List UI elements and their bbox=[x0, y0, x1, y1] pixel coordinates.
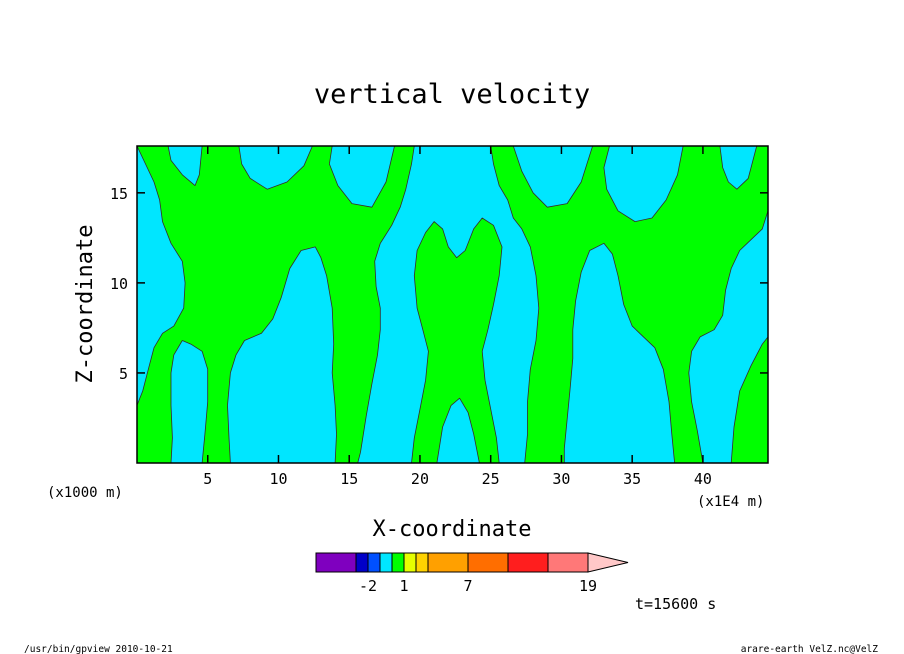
colorbar-label: 1 bbox=[399, 577, 408, 595]
colorbar-segment bbox=[547, 552, 589, 573]
footer-right: arare-earth_VelZ.nc@VelZ bbox=[741, 644, 879, 654]
y-tick-label: 5 bbox=[119, 365, 128, 383]
x-tick-label: 30 bbox=[552, 470, 570, 488]
colorbar-segment bbox=[379, 552, 393, 573]
colorbar-segment bbox=[367, 552, 381, 573]
colorbar-label: -2 bbox=[359, 577, 377, 595]
contour-regions bbox=[136, 145, 769, 464]
colorbar-label: 19 bbox=[579, 577, 597, 595]
colorbar-segment bbox=[507, 552, 549, 573]
x-axis-label: X-coordinate bbox=[373, 517, 532, 542]
colorbar-segment bbox=[315, 552, 357, 573]
x-axis-ticks: 5 10 15 20 25 30 35 40 bbox=[203, 146, 712, 488]
x-tick-label: 35 bbox=[623, 470, 641, 488]
y-axis-label: Z-coordinate bbox=[73, 225, 98, 384]
colorbar-segment bbox=[427, 552, 469, 573]
chart-title: vertical velocity bbox=[314, 79, 590, 110]
y-tick-label: 15 bbox=[110, 185, 128, 203]
x-units-left: (x1000 m) bbox=[47, 485, 123, 501]
colorbar bbox=[315, 552, 629, 573]
x-units-right: (x1E4 m) bbox=[697, 494, 764, 510]
x-tick-label: 5 bbox=[203, 470, 212, 488]
time-label: t=15600 s bbox=[635, 595, 716, 613]
x-tick-label: 40 bbox=[694, 470, 712, 488]
plot-frame bbox=[136, 145, 769, 464]
y-axis-ticks: 5 10 15 bbox=[110, 185, 768, 383]
y-tick-label: 10 bbox=[110, 275, 128, 293]
colorbar-label: 7 bbox=[463, 577, 472, 595]
colorbar-segment bbox=[391, 552, 405, 573]
colorbar-segment bbox=[355, 552, 369, 573]
colorbar-labels: -2 1 7 19 bbox=[359, 577, 597, 595]
x-tick-label: 15 bbox=[340, 470, 358, 488]
x-tick-label: 20 bbox=[411, 470, 429, 488]
colorbar-segment bbox=[415, 552, 429, 573]
plot-area: 5 10 15 20 25 30 35 40 5 10 15 bbox=[110, 145, 769, 488]
positive-velocity-region-g1 bbox=[136, 145, 415, 464]
colorbar-segment bbox=[467, 552, 509, 573]
positive-velocity-region-g2 bbox=[411, 217, 503, 464]
x-tick-label: 25 bbox=[482, 470, 500, 488]
colorbar-segment bbox=[403, 552, 417, 573]
x-tick-label: 10 bbox=[269, 470, 287, 488]
colorbar-arrow bbox=[587, 552, 629, 573]
footer-left: /usr/bin/gpview 2010-10-21 bbox=[24, 644, 173, 654]
